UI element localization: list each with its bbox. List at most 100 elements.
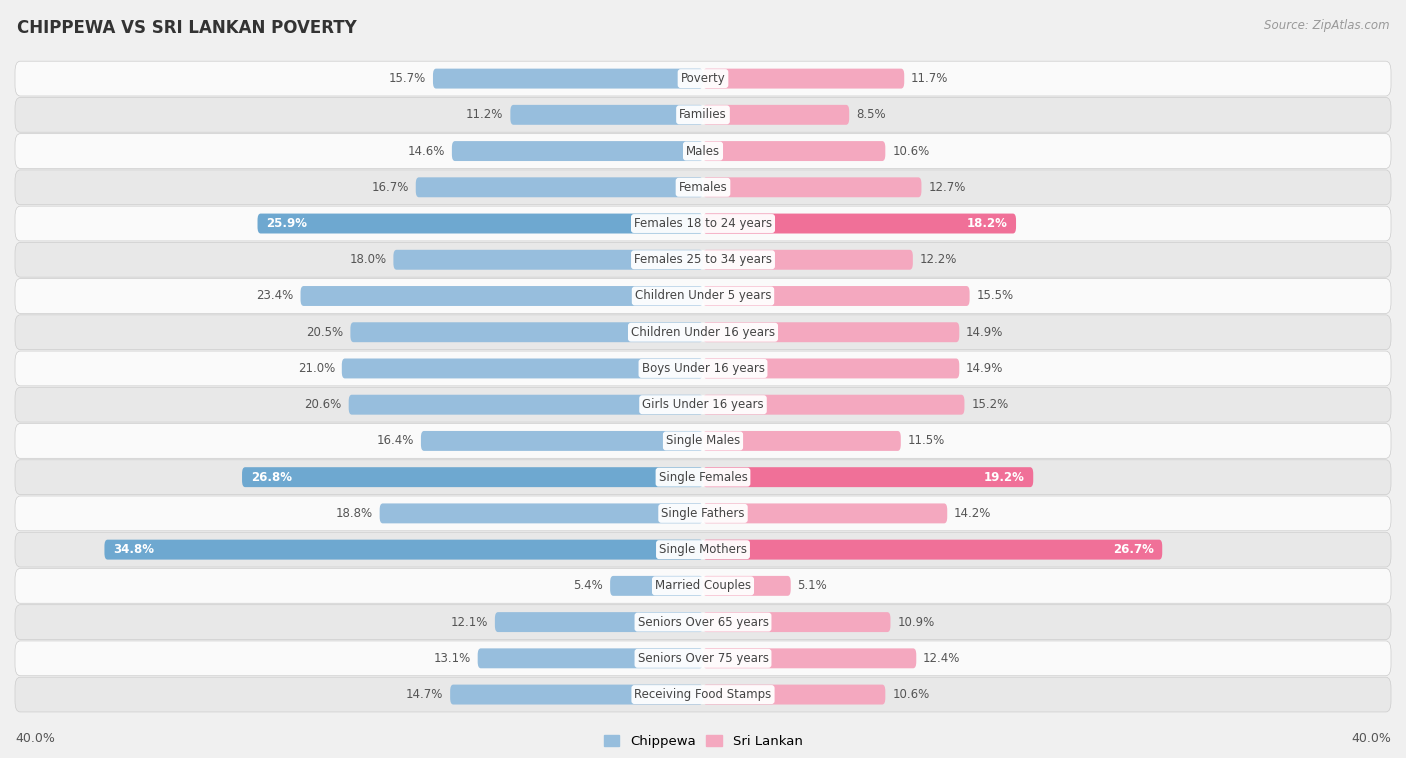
FancyBboxPatch shape (380, 503, 703, 523)
FancyBboxPatch shape (301, 286, 703, 306)
FancyBboxPatch shape (703, 322, 959, 342)
Text: 18.0%: 18.0% (350, 253, 387, 266)
FancyBboxPatch shape (15, 460, 1391, 494)
FancyBboxPatch shape (349, 395, 703, 415)
Text: 23.4%: 23.4% (256, 290, 294, 302)
FancyBboxPatch shape (342, 359, 703, 378)
Text: 20.6%: 20.6% (305, 398, 342, 411)
Text: Receiving Food Stamps: Receiving Food Stamps (634, 688, 772, 701)
Text: Children Under 16 years: Children Under 16 years (631, 326, 775, 339)
Text: 11.2%: 11.2% (467, 108, 503, 121)
Text: 5.4%: 5.4% (574, 579, 603, 592)
FancyBboxPatch shape (15, 351, 1391, 386)
FancyBboxPatch shape (15, 243, 1391, 277)
Text: 14.9%: 14.9% (966, 362, 1004, 375)
Text: Seniors Over 65 years: Seniors Over 65 years (637, 615, 769, 628)
Text: 13.1%: 13.1% (433, 652, 471, 665)
Text: 15.7%: 15.7% (389, 72, 426, 85)
FancyBboxPatch shape (703, 395, 965, 415)
Text: Boys Under 16 years: Boys Under 16 years (641, 362, 765, 375)
Text: Single Mothers: Single Mothers (659, 543, 747, 556)
Text: Single Females: Single Females (658, 471, 748, 484)
Text: Single Fathers: Single Fathers (661, 507, 745, 520)
FancyBboxPatch shape (15, 315, 1391, 349)
FancyBboxPatch shape (703, 540, 1163, 559)
FancyBboxPatch shape (478, 648, 703, 669)
Text: 10.6%: 10.6% (893, 145, 929, 158)
FancyBboxPatch shape (703, 431, 901, 451)
Text: Children Under 5 years: Children Under 5 years (634, 290, 772, 302)
FancyBboxPatch shape (703, 684, 886, 704)
FancyBboxPatch shape (257, 214, 703, 233)
Text: Poverty: Poverty (681, 72, 725, 85)
FancyBboxPatch shape (15, 133, 1391, 168)
FancyBboxPatch shape (703, 286, 970, 306)
FancyBboxPatch shape (610, 576, 703, 596)
FancyBboxPatch shape (15, 206, 1391, 241)
Legend: Chippewa, Sri Lankan: Chippewa, Sri Lankan (603, 735, 803, 748)
Text: 10.6%: 10.6% (893, 688, 929, 701)
FancyBboxPatch shape (703, 576, 790, 596)
Text: 26.8%: 26.8% (250, 471, 291, 484)
Text: 5.1%: 5.1% (797, 579, 827, 592)
FancyBboxPatch shape (416, 177, 703, 197)
FancyBboxPatch shape (510, 105, 703, 125)
FancyBboxPatch shape (394, 250, 703, 270)
FancyBboxPatch shape (104, 540, 703, 559)
Text: Married Couples: Married Couples (655, 579, 751, 592)
FancyBboxPatch shape (703, 105, 849, 125)
Text: Females 18 to 24 years: Females 18 to 24 years (634, 217, 772, 230)
Text: Source: ZipAtlas.com: Source: ZipAtlas.com (1264, 19, 1389, 32)
FancyBboxPatch shape (703, 648, 917, 669)
FancyBboxPatch shape (703, 612, 890, 632)
FancyBboxPatch shape (450, 684, 703, 704)
FancyBboxPatch shape (15, 98, 1391, 132)
FancyBboxPatch shape (15, 568, 1391, 603)
Text: Males: Males (686, 145, 720, 158)
Text: Girls Under 16 years: Girls Under 16 years (643, 398, 763, 411)
Text: 14.2%: 14.2% (955, 507, 991, 520)
Text: 12.1%: 12.1% (451, 615, 488, 628)
FancyBboxPatch shape (495, 612, 703, 632)
Text: 8.5%: 8.5% (856, 108, 886, 121)
Text: 14.6%: 14.6% (408, 145, 446, 158)
Text: 15.2%: 15.2% (972, 398, 1008, 411)
Text: 26.7%: 26.7% (1112, 543, 1154, 556)
FancyBboxPatch shape (15, 532, 1391, 567)
Text: 14.9%: 14.9% (966, 326, 1004, 339)
FancyBboxPatch shape (703, 467, 1033, 487)
Text: 15.5%: 15.5% (977, 290, 1014, 302)
FancyBboxPatch shape (15, 387, 1391, 422)
Text: 12.2%: 12.2% (920, 253, 957, 266)
Text: 16.4%: 16.4% (377, 434, 413, 447)
FancyBboxPatch shape (703, 214, 1017, 233)
FancyBboxPatch shape (15, 61, 1391, 96)
Text: 11.7%: 11.7% (911, 72, 949, 85)
Text: 25.9%: 25.9% (266, 217, 307, 230)
Text: 20.5%: 20.5% (307, 326, 343, 339)
Text: Families: Families (679, 108, 727, 121)
FancyBboxPatch shape (15, 496, 1391, 531)
Text: 10.9%: 10.9% (897, 615, 935, 628)
Text: 19.2%: 19.2% (984, 471, 1025, 484)
Text: 18.8%: 18.8% (336, 507, 373, 520)
FancyBboxPatch shape (15, 279, 1391, 313)
Text: Seniors Over 75 years: Seniors Over 75 years (637, 652, 769, 665)
FancyBboxPatch shape (15, 424, 1391, 459)
FancyBboxPatch shape (703, 503, 948, 523)
Text: 12.7%: 12.7% (928, 181, 966, 194)
FancyBboxPatch shape (15, 170, 1391, 205)
Text: 16.7%: 16.7% (371, 181, 409, 194)
FancyBboxPatch shape (703, 141, 886, 161)
Text: 14.7%: 14.7% (406, 688, 443, 701)
Text: 18.2%: 18.2% (966, 217, 1008, 230)
Text: 34.8%: 34.8% (112, 543, 155, 556)
Text: 12.4%: 12.4% (924, 652, 960, 665)
Text: CHIPPEWA VS SRI LANKAN POVERTY: CHIPPEWA VS SRI LANKAN POVERTY (17, 19, 357, 37)
Text: 21.0%: 21.0% (298, 362, 335, 375)
FancyBboxPatch shape (15, 641, 1391, 675)
Text: Single Males: Single Males (666, 434, 740, 447)
FancyBboxPatch shape (451, 141, 703, 161)
FancyBboxPatch shape (15, 605, 1391, 640)
FancyBboxPatch shape (15, 677, 1391, 712)
